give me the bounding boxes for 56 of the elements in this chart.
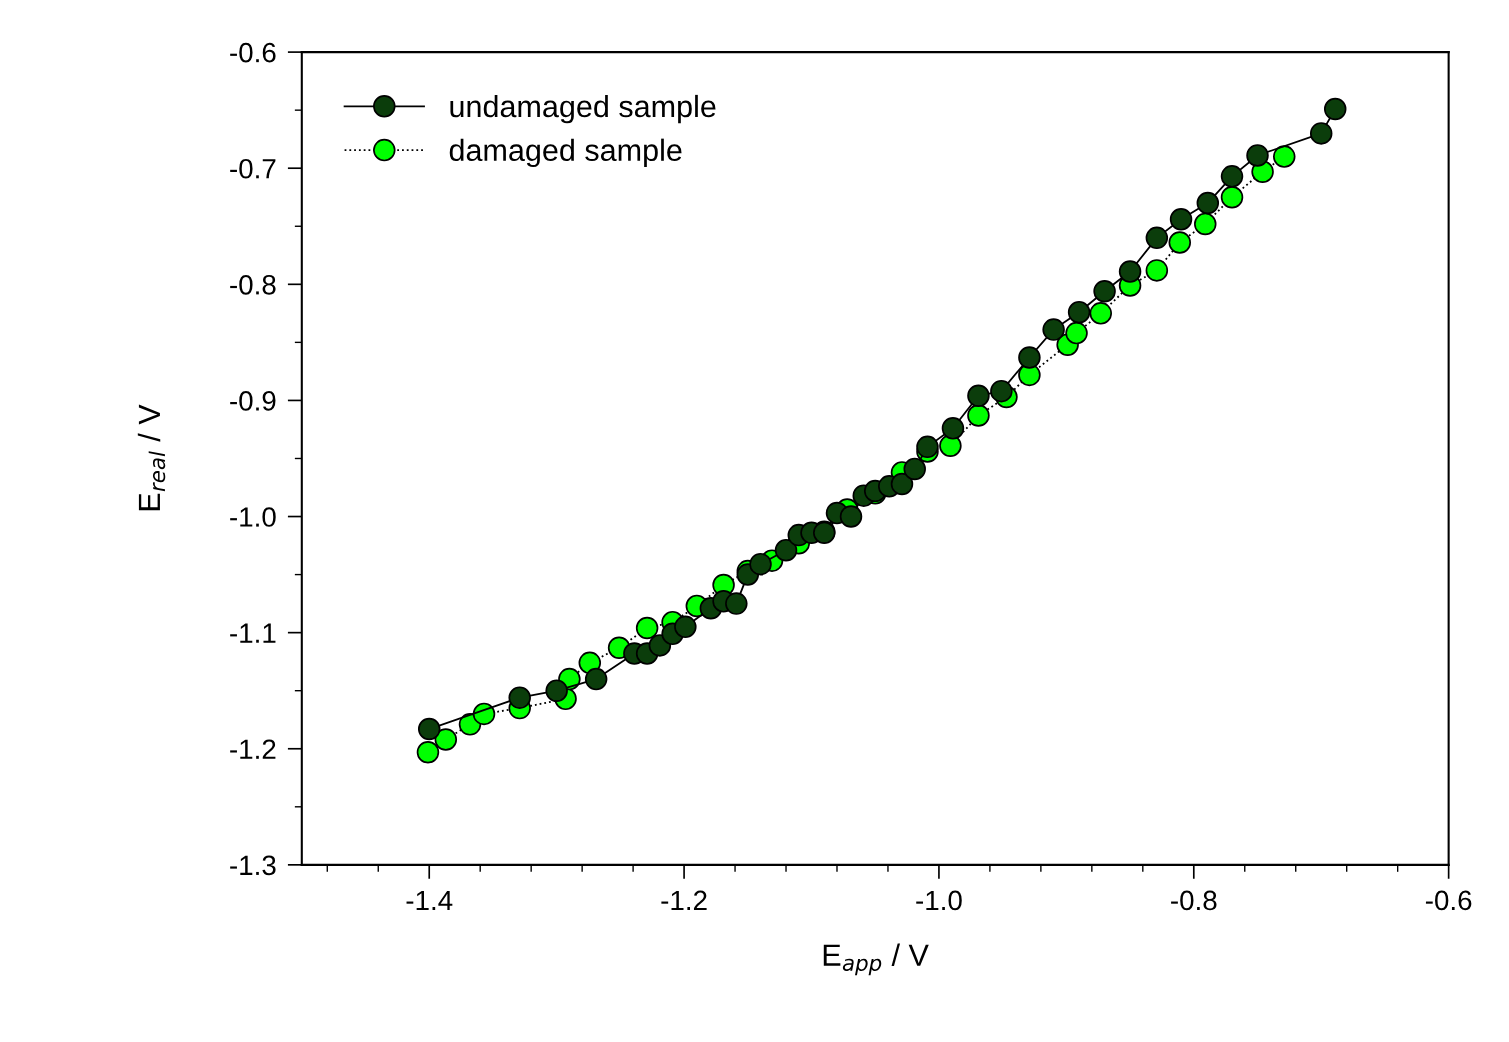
x-tick-label: -0.6 [1425,890,1472,911]
point [1018,346,1041,369]
point [1042,318,1065,341]
point [416,740,440,764]
point [417,717,441,741]
point [1145,259,1169,282]
point [1323,97,1347,121]
legend-label: undamaged sample [450,94,716,124]
point [674,615,697,639]
x-tick-label: -1.4 [406,890,453,910]
point [749,552,772,576]
legend-label: damaged sample [449,138,682,168]
point [1065,321,1088,345]
point [1196,191,1220,215]
point [903,457,926,481]
point [1067,300,1091,324]
point [990,379,1013,403]
point [839,505,863,528]
point [725,592,748,615]
y-axis-title: E$_{real}$ / V [137,404,166,511]
point [635,616,659,640]
point [1168,231,1192,254]
x-tick-label: -1.2 [661,890,707,910]
point [1118,260,1142,283]
x-axis-title: E$_{app}$ / V [823,943,929,976]
x-tick-label: -1.0 [916,890,962,911]
point [967,404,990,427]
point [1309,122,1333,145]
point [1246,144,1269,167]
y-tick-label: -0.9 [230,391,276,411]
y-tick-label: -1.0 [230,507,276,527]
point [774,538,798,562]
point [472,702,496,726]
point [1194,212,1217,236]
y-tick-label: -0.7 [230,158,276,179]
point [941,417,965,440]
y-tick-label: -0.8 [230,274,276,295]
point [1145,226,1169,250]
point [1093,280,1116,303]
y-tick-label: -1.3 [230,855,276,876]
point [1220,185,1244,209]
x-tick-label: -0.8 [1171,890,1217,911]
point [916,435,939,459]
point [545,679,568,702]
point [967,384,990,408]
point [1169,208,1193,231]
point [1273,145,1296,168]
point [508,686,531,709]
y-tick-label: -1.1 [230,623,276,643]
y-tick-label: -0.6 [230,42,276,63]
point [890,472,914,496]
point [584,667,608,691]
point [434,728,458,751]
point [1220,165,1244,188]
y-tick-label: -1.2 [230,739,276,759]
point [1089,302,1113,325]
